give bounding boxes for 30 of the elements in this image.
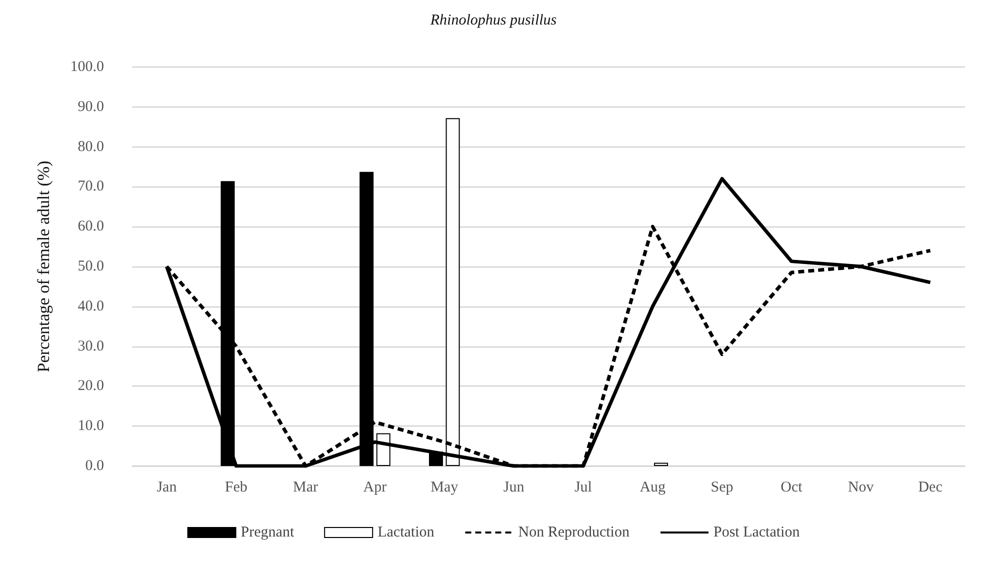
chart-title: Rhinolophus pusillus xyxy=(429,12,557,28)
y-tick-label: 0.0 xyxy=(85,458,104,474)
legend-label: Post Lactation xyxy=(713,524,800,540)
y-tick-label: 70.0 xyxy=(78,178,104,195)
y-tick-label: 80.0 xyxy=(78,138,104,155)
y-tick-label: 50.0 xyxy=(78,258,104,274)
x-tick-label: Jul xyxy=(574,480,592,496)
y-tick-label: 60.0 xyxy=(78,218,104,235)
y-tick-label: 90.0 xyxy=(78,98,104,115)
legend-label: Non Reproduction xyxy=(518,524,630,540)
y-axis-title: Percentage of female adult (%) xyxy=(34,160,53,372)
bar xyxy=(654,462,668,466)
y-tick-label: 40.0 xyxy=(78,298,104,314)
y-tick-label: 30.0 xyxy=(78,338,104,354)
x-tick-label: Jan xyxy=(156,480,178,496)
x-tick-label: Sep xyxy=(710,480,734,496)
x-tick-label: Jun xyxy=(503,480,525,496)
legend-label: Pregnant xyxy=(240,524,295,540)
y-tick-label: 10.0 xyxy=(78,418,104,434)
x-tick-label: Dec xyxy=(918,480,943,496)
x-tick-label: Apr xyxy=(363,480,387,496)
x-tick-label: Feb xyxy=(224,480,248,496)
x-tick-label: May xyxy=(430,480,459,496)
x-tick-label: Mar xyxy=(293,480,318,496)
y-tick-label: 100.0 xyxy=(70,59,104,75)
x-tick-label: Aug xyxy=(640,480,666,496)
x-tick-label: Nov xyxy=(848,480,874,496)
y-tick-label: 20.0 xyxy=(78,378,104,394)
legend-label: Lactation xyxy=(378,524,435,540)
x-tick-label: Oct xyxy=(780,480,804,496)
